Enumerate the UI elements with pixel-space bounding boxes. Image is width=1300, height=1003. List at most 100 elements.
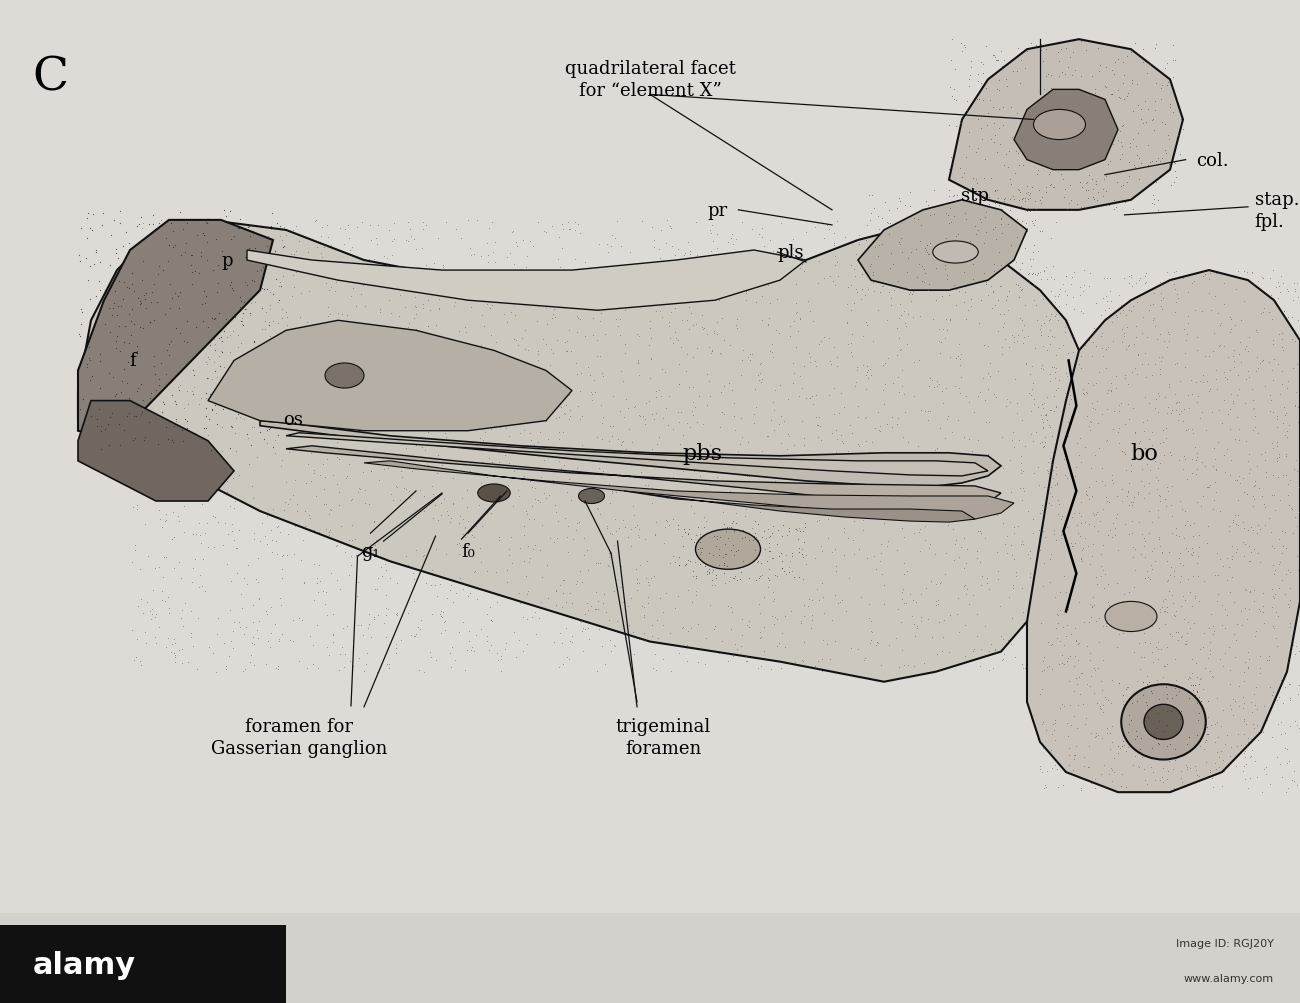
Point [546,410,567,426]
Point [125,538,146,554]
Point [684,492,705,509]
Point [1088,364,1109,380]
Point [239,456,260,472]
Point [117,408,138,424]
Point [378,223,399,239]
Point [454,414,474,430]
Point [1227,472,1248,488]
Point [1049,554,1070,570]
Point [506,235,526,251]
Point [550,626,571,642]
Point [1212,778,1232,794]
Point [400,222,421,238]
Point [261,533,282,549]
Point [1256,653,1277,669]
Point [824,236,845,252]
Point [266,216,287,232]
Point [722,382,742,398]
Point [976,275,997,291]
Point [806,387,827,403]
Point [645,646,666,662]
Point [1127,727,1148,743]
Point [784,437,805,453]
Point [1273,276,1294,292]
Point [1117,319,1138,335]
Point [1262,618,1283,634]
Point [429,577,450,593]
Point [984,642,1005,658]
Point [1009,280,1030,296]
Point [922,629,942,645]
Point [1139,723,1160,739]
Point [1071,91,1092,107]
Point [298,245,318,261]
Point [668,558,689,574]
Point [156,355,177,371]
Point [633,293,654,309]
Point [1104,55,1124,71]
Point [493,349,514,365]
Point [1054,637,1075,653]
Point [1061,717,1082,733]
Point [359,321,380,337]
Point [326,434,347,450]
Point [1009,268,1030,284]
Point [1183,545,1204,561]
Point [368,218,389,234]
Point [663,253,684,269]
Point [1091,701,1112,717]
Point [528,343,549,359]
Point [214,470,235,486]
Point [663,469,684,485]
Point [747,532,768,548]
Point [378,661,399,677]
Point [1169,395,1190,411]
Point [793,634,814,650]
Point [876,478,897,494]
Point [1132,357,1153,373]
Point [645,405,666,421]
Point [636,571,656,587]
Point [540,383,560,399]
Point [155,306,176,322]
Point [1248,546,1269,562]
Point [1232,535,1253,551]
Point [1114,329,1135,345]
Point [1079,517,1100,533]
Point [1182,548,1202,564]
Point [248,614,269,630]
Point [918,247,939,263]
Point [142,261,162,277]
Point [1048,656,1069,672]
Point [468,362,489,378]
Point [229,299,250,315]
Point [809,409,829,425]
Point [702,343,723,359]
Point [1200,764,1221,780]
Point [134,625,155,641]
Point [1192,303,1213,319]
Point [1141,740,1162,756]
Point [374,370,395,386]
Point [819,652,840,668]
Point [816,637,837,653]
Point [1041,488,1062,505]
Point [624,647,645,663]
Point [814,330,835,346]
Point [593,586,614,602]
Point [1044,272,1065,288]
Point [77,231,98,247]
Point [545,497,566,514]
Point [732,429,753,445]
Point [701,346,722,362]
Point [458,514,478,530]
Point [1191,498,1212,515]
Point [731,368,751,384]
Point [170,459,191,475]
Point [974,192,995,208]
Point [1239,585,1260,601]
Point [512,331,533,347]
Point [1157,738,1178,754]
Point [1034,263,1054,279]
Point [1005,565,1026,581]
